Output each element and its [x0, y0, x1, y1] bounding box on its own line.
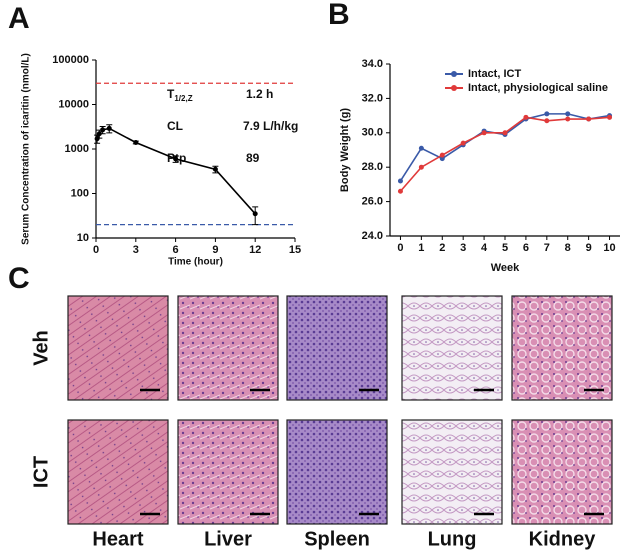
y-tick-label: 32.0 — [362, 92, 383, 104]
x-tick-label: 8 — [565, 242, 571, 254]
x-tick-label: 9 — [212, 244, 218, 256]
y-tick-label: 24.0 — [362, 230, 383, 242]
y-tick-label: 26.0 — [362, 196, 383, 208]
histology-image — [286, 295, 388, 401]
y-tick-label: 28.0 — [362, 161, 383, 173]
annotation-value: 1.2 h — [246, 87, 273, 101]
histology-image — [67, 295, 169, 401]
data-point — [418, 164, 424, 170]
series-line — [399, 113, 610, 182]
data-point — [439, 156, 445, 162]
histology-image — [286, 419, 388, 525]
data-point — [212, 166, 218, 172]
x-tick-label: 5 — [502, 242, 508, 254]
row-label: ICT — [30, 456, 52, 488]
data-point — [418, 145, 424, 151]
data-point — [544, 118, 550, 124]
data-point — [252, 211, 258, 217]
data-point — [523, 114, 529, 120]
panel-label: A — [8, 2, 30, 35]
data-point — [397, 178, 403, 184]
data-point — [106, 125, 112, 131]
y-tick-label: 10000 — [58, 98, 89, 110]
data-point — [397, 188, 403, 194]
row-label: Veh — [30, 330, 52, 366]
data-point — [100, 127, 106, 133]
x-tick-label: 7 — [544, 242, 550, 254]
histology-image — [401, 295, 503, 401]
column-label: Lung — [428, 528, 477, 550]
annotation-value: 7.9 L/h/kg — [243, 119, 298, 133]
data-point — [439, 152, 445, 158]
data-point — [502, 130, 508, 136]
data-point — [96, 131, 102, 137]
y-tick-label: 1000 — [65, 143, 89, 155]
x-tick-label: 6 — [173, 244, 179, 256]
x-tick-label: 3 — [460, 242, 466, 254]
x-tick-label: 9 — [586, 242, 592, 254]
y-tick-label: 100 — [71, 187, 89, 199]
legend-marker — [451, 71, 457, 77]
x-axis-label: Time (hour) — [168, 257, 223, 268]
annotation-value: 89 — [246, 151, 260, 165]
legend-marker — [451, 85, 457, 91]
x-tick-label: 3 — [133, 244, 139, 256]
annotations: T1/2,Z 1.2 h CL 7.9 L/h/kg Ptp 89 — [167, 87, 298, 165]
histology-image — [401, 419, 503, 525]
column-label: Spleen — [304, 528, 370, 550]
data-point — [133, 139, 139, 145]
x-tick-label: 1 — [418, 242, 424, 254]
x-tick-label: 0 — [93, 244, 99, 256]
x-tick-label: 10 — [603, 242, 615, 254]
data-point — [586, 116, 592, 122]
annotation-label: CL — [167, 119, 183, 133]
histology-image — [67, 419, 169, 525]
histology-image — [511, 295, 613, 401]
data-point — [565, 111, 571, 117]
y-tick-label: 34.0 — [362, 58, 383, 70]
y-tick-label: 30.0 — [362, 127, 383, 139]
x-tick-label: 0 — [397, 242, 403, 254]
column-label: Kidney — [529, 528, 597, 550]
histology-image — [511, 419, 613, 525]
column-label: Liver — [204, 528, 252, 550]
x-tick-label: 12 — [249, 244, 261, 256]
legend-label: Intact, physiological saline — [468, 82, 608, 94]
x-tick-label: 6 — [523, 242, 529, 254]
data-point — [460, 140, 466, 146]
data-point — [544, 111, 550, 117]
panel-label: C — [8, 262, 30, 295]
histology-image — [177, 295, 279, 401]
column-label: Heart — [92, 528, 143, 550]
legend-label: Intact, ICT — [468, 68, 521, 80]
y-axis-label: Body Weight (g) — [339, 108, 351, 192]
x-tick-label: 2 — [439, 242, 445, 254]
annotation-label: T1/2,Z — [167, 87, 193, 103]
series-line — [96, 127, 256, 215]
y-tick-label: 10 — [77, 232, 89, 244]
x-tick-label: 15 — [289, 244, 301, 256]
data-point — [481, 130, 487, 136]
x-tick-label: 4 — [481, 242, 488, 254]
panel-label: B — [328, 0, 350, 31]
data-point — [565, 116, 571, 122]
histology-image — [177, 419, 279, 525]
data-point — [607, 114, 613, 120]
y-axis-label: Serum Concentration of icaritin (nmol/L) — [21, 53, 32, 245]
data-point — [94, 136, 100, 142]
x-axis-label: Week — [491, 262, 520, 274]
y-tick-label: 100000 — [52, 54, 89, 66]
data-point — [173, 156, 179, 162]
